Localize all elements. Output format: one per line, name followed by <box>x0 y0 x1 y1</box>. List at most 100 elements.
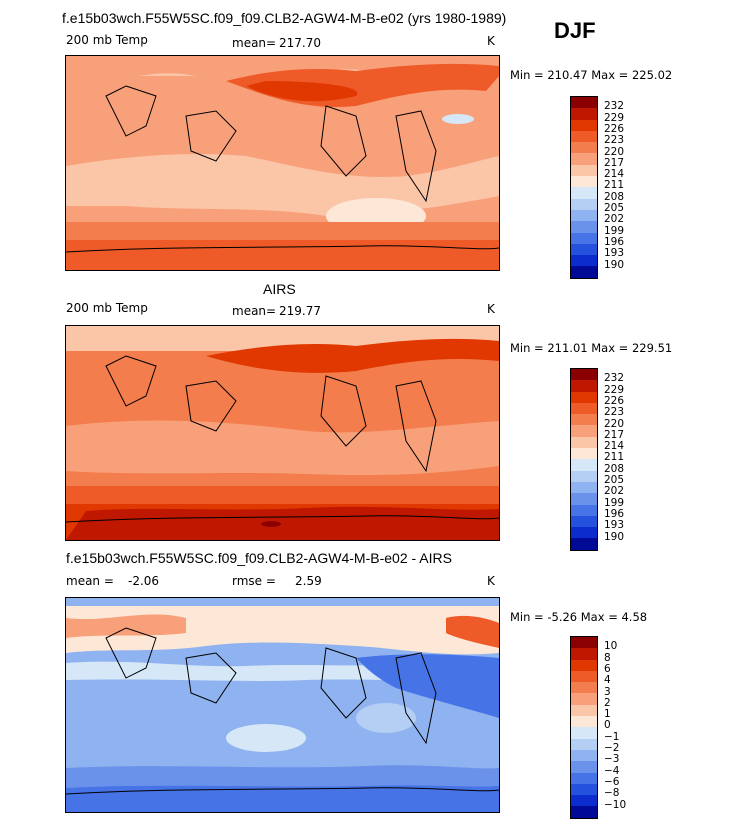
colorbar-swatch <box>571 459 597 471</box>
colorbar-swatch <box>571 414 597 426</box>
colorbar-swatch <box>571 402 597 415</box>
colorbar-scale <box>570 368 598 551</box>
map-airs <box>65 325 500 541</box>
colorbar-tick-label: 214 <box>604 168 625 181</box>
minmax-label: Min = 210.47 Max = 225.02 <box>510 68 673 82</box>
colorbar-tick-label: −3 <box>604 753 620 766</box>
colorbar-swatch <box>571 704 597 717</box>
colorbar-tick-label: 217 <box>604 156 625 169</box>
colorbar-tick-label: 232 <box>604 372 625 385</box>
colorbar-swatch <box>571 761 597 773</box>
colorbar-tick-label: 208 <box>604 190 625 203</box>
colorbar-tick-label: 190 <box>604 530 625 543</box>
minmax-label: Min = 211.01 Max = 229.51 <box>510 341 673 355</box>
colorbar-tick-label: −6 <box>604 775 620 788</box>
colorbar-tick-label: −1 <box>604 730 620 743</box>
colorbar-swatch <box>571 255 597 267</box>
colorbar-swatch <box>571 243 597 256</box>
colorbar-swatch <box>571 97 597 109</box>
map-diff <box>65 597 500 813</box>
colorbar-swatch <box>571 380 597 392</box>
colorbar-swatch <box>571 795 597 807</box>
colorbar-tick-label: 229 <box>604 111 625 124</box>
colorbar-tick-label: 199 <box>604 224 625 237</box>
colorbar-swatch <box>571 504 597 516</box>
colorbar-swatch <box>571 436 597 449</box>
colorbar-swatch <box>571 693 597 705</box>
colorbar-swatch <box>571 538 597 550</box>
colorbar-tick-label: 229 <box>604 383 625 396</box>
season-label: DJF <box>554 18 596 43</box>
colorbar-tick-label: 205 <box>604 202 625 214</box>
colorbar-tick-label: 0 <box>604 719 611 732</box>
colorbar-tick-label: 217 <box>604 428 625 441</box>
rmse-value: 2.59 <box>295 574 322 588</box>
mean-label: mean= <box>232 304 277 318</box>
colorbar-swatch <box>571 448 597 460</box>
colorbar-tick-label: 10 <box>604 640 618 653</box>
colorbar-tick-label: 199 <box>604 496 625 509</box>
colorbar-tick-label: 211 <box>604 179 625 192</box>
colorbar-swatch <box>571 232 597 244</box>
case-title: f.e15b03wch.F55W5SC.f09_f09.CLB2-AGW4-M-… <box>62 10 507 26</box>
colorbar-tick-label: −10 <box>604 798 627 811</box>
colorbar-tick-label: 1 <box>604 708 611 721</box>
colorbar-tick-label: 4 <box>604 674 611 687</box>
colorbar-scale <box>570 636 598 819</box>
colorbar-tick-label: 223 <box>604 134 625 147</box>
rmse-label: rmse = <box>232 574 276 588</box>
colorbar-tick-label: 214 <box>604 440 625 453</box>
colorbar-swatch <box>571 142 597 154</box>
colorbar-swatch <box>571 727 597 739</box>
panel-title: f.e15b03wch.F55W5SC.f09_f09.CLB2-AGW4-M-… <box>66 550 452 566</box>
colorbar-swatch <box>571 119 597 131</box>
units-label: K <box>487 302 495 316</box>
colorbar-swatch <box>571 772 597 784</box>
colorbar-swatch <box>571 648 597 660</box>
colorbar-tick-label: 208 <box>604 462 625 475</box>
colorbar-swatch <box>571 783 597 796</box>
colorbar-scale <box>570 96 598 279</box>
mean-label: mean= <box>232 36 277 50</box>
panel-title: AIRS <box>263 281 296 297</box>
mean-label: mean = <box>66 574 114 588</box>
colorbar-swatch <box>571 659 597 671</box>
colorbar-swatch <box>571 130 597 143</box>
colorbar-swatch <box>571 187 597 199</box>
colorbar-tick-label: 223 <box>604 406 625 419</box>
mean-value: 217.70 <box>279 36 321 50</box>
colorbar-tick-label: 193 <box>604 247 625 260</box>
colorbar-swatch <box>571 637 597 649</box>
colorbar-swatch <box>571 198 597 210</box>
mean-value: -2.06 <box>128 574 160 588</box>
colorbar-swatch <box>571 716 597 728</box>
colorbar-tick-label: −2 <box>604 742 620 754</box>
colorbar-swatch <box>571 221 597 233</box>
colorbar-swatch <box>571 369 597 381</box>
colorbar-swatch <box>571 515 597 528</box>
colorbar-tick-label: −4 <box>604 764 620 777</box>
colorbar-swatch <box>571 153 597 165</box>
colorbar-swatch <box>571 806 597 818</box>
colorbar-tick-label: 202 <box>604 485 625 498</box>
colorbar-tick-label: 211 <box>604 451 625 464</box>
colorbar-swatch <box>571 391 597 403</box>
units-label: K <box>487 34 495 48</box>
colorbar-tick-label: 190 <box>604 258 625 271</box>
colorbar-tick-label: 205 <box>604 474 625 486</box>
colorbar-tick-label: 232 <box>604 100 625 113</box>
colorbar-swatch <box>571 266 597 278</box>
colorbar-swatch <box>571 176 597 188</box>
minmax-label: Min = -5.26 Max = 4.58 <box>510 610 648 624</box>
colorbar-tick-label: 3 <box>604 685 611 698</box>
colorbar-tick-label: 226 <box>604 394 625 407</box>
units-label: K <box>487 574 495 588</box>
colorbar-swatch <box>571 481 597 494</box>
colorbar-swatch <box>571 425 597 437</box>
mean-value: 219.77 <box>279 304 321 318</box>
colorbar-tick-label: 202 <box>604 213 625 226</box>
colorbar-tick-label: 220 <box>604 145 625 158</box>
colorbar-swatch <box>571 682 597 694</box>
colorbar-tick-label: 196 <box>604 507 625 520</box>
colorbar-swatch <box>571 470 597 482</box>
